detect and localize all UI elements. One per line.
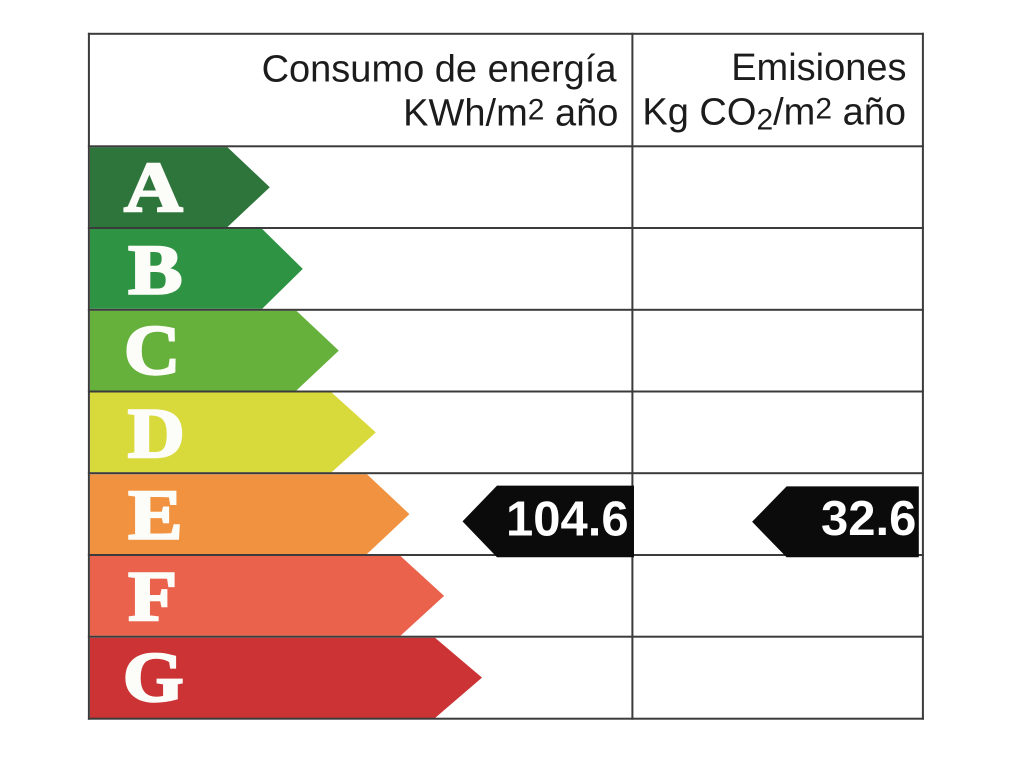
svg-text:A: A [124,148,183,227]
svg-text:104.6: 104.6 [506,493,629,547]
svg-text:F: F [128,558,177,636]
svg-text:32.6: 32.6 [821,492,916,546]
svg-text:D: D [128,395,185,474]
svg-text:Emisiones: Emisiones [731,47,906,89]
svg-text:C: C [124,312,180,390]
svg-text:E: E [128,475,182,554]
svg-text:Consumo de energía: Consumo de energía [262,49,618,91]
svg-text:KWh/m2 año: KWh/m2 año [403,93,618,135]
svg-text:G: G [123,639,184,717]
svg-text:B: B [128,230,182,309]
svg-text:Kg CO2/m2 año: Kg CO2/m2 año [642,92,906,137]
